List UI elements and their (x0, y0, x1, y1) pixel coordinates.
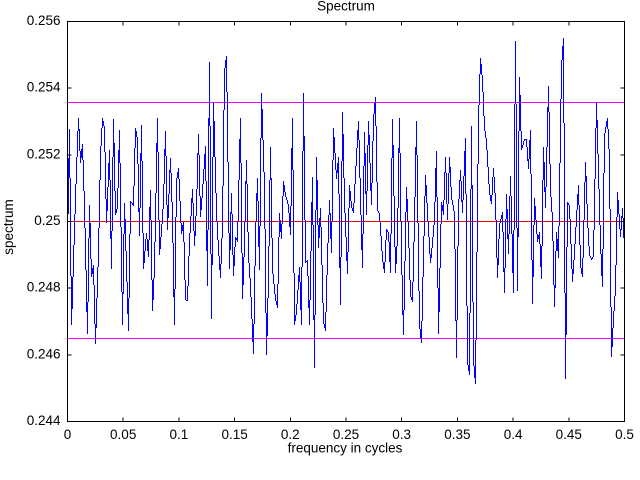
svg-text:Spectrum: Spectrum (317, 0, 375, 14)
svg-text:0.15: 0.15 (221, 427, 247, 442)
svg-text:0.4: 0.4 (504, 427, 523, 442)
svg-text:0.25: 0.25 (333, 427, 359, 442)
svg-text:0.256: 0.256 (27, 13, 61, 28)
svg-text:0.246: 0.246 (27, 346, 61, 361)
svg-text:0.2: 0.2 (281, 427, 300, 442)
svg-text:0.254: 0.254 (27, 80, 61, 95)
svg-text:frequency in cycles: frequency in cycles (288, 441, 403, 456)
svg-text:0.5: 0.5 (615, 427, 634, 442)
svg-text:0.35: 0.35 (444, 427, 470, 442)
svg-text:0.05: 0.05 (110, 427, 136, 442)
svg-text:0.25: 0.25 (34, 213, 60, 228)
svg-text:0.45: 0.45 (556, 427, 582, 442)
svg-text:0.248: 0.248 (27, 280, 61, 295)
svg-text:spectrum: spectrum (1, 199, 16, 255)
svg-text:0.3: 0.3 (392, 427, 411, 442)
svg-text:0.252: 0.252 (27, 146, 61, 161)
svg-text:0.244: 0.244 (27, 413, 61, 428)
svg-text:0: 0 (64, 427, 72, 442)
svg-text:0.1: 0.1 (170, 427, 189, 442)
